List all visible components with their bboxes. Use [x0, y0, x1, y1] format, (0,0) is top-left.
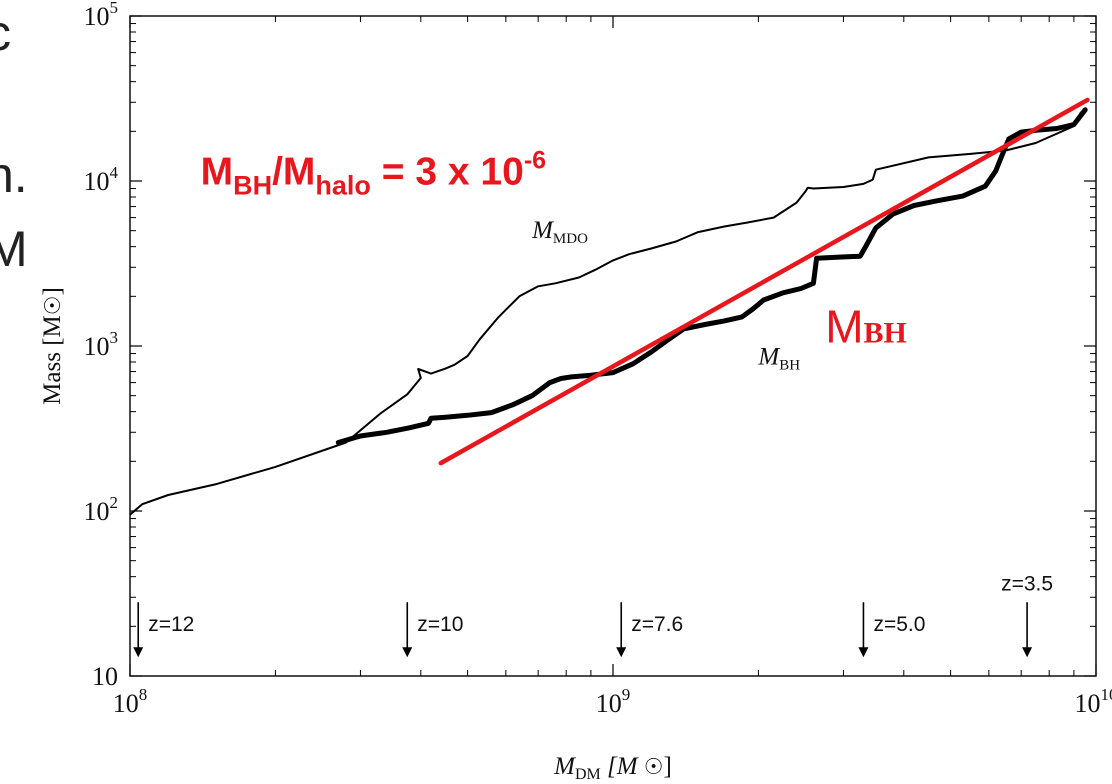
series-labels: MMDO MBH MBH: [531, 217, 907, 374]
y-axis-label-sun: ☉: [40, 296, 65, 316]
x-axis-label-main: M: [553, 753, 576, 780]
y-tick-label-4: 105: [84, 0, 119, 31]
x-axis-label-sub: DM: [575, 766, 601, 783]
ratio-annotation-sub-2: halo: [315, 171, 371, 201]
y-tick-label-1: 102: [84, 493, 119, 526]
x-tick-label-0: 108: [113, 685, 148, 718]
series-label-mdo: MMDO: [531, 217, 588, 247]
clipped-slide-text-1: c: [0, 4, 11, 62]
y-axis-label-close: ]: [39, 287, 66, 295]
down-arrow-icon: [133, 647, 144, 658]
y-tick-label-2: 103: [84, 328, 119, 361]
y-axis: 10 102 103 104 105: [84, 0, 1096, 691]
redshift-label-0: z=12: [148, 613, 194, 636]
down-arrow-icon: [616, 647, 627, 658]
down-arrow-icon: [1022, 647, 1033, 658]
down-arrow-icon: [402, 647, 413, 658]
y-axis-label: Mass [M☉]: [39, 287, 66, 405]
ratio-annotation-part-2: /M: [272, 151, 315, 194]
ratio-annotation: MBH/Mhalo = 3 x 10-6: [201, 147, 546, 201]
clipped-slide-text-3: M: [0, 221, 28, 277]
clipped-slide-text-2: n.: [0, 147, 28, 203]
ratio-annotation-part-3: = 3 x 10: [371, 151, 524, 194]
y-tick-label-3: 104: [84, 163, 119, 196]
ratio-annotation-part-1: M: [201, 151, 234, 194]
x-axis-label: MDM [M ☉]: [553, 753, 672, 783]
redshift-label-4: z=3.5: [1001, 572, 1053, 595]
redshift-marker-4: z=3.5: [1001, 572, 1053, 658]
y-tick-label-0: 10: [92, 662, 118, 691]
redshift-marker-1: z=10: [402, 602, 463, 658]
series-layer: [130, 107, 1088, 516]
redshift-label-3: z=5.0: [873, 613, 925, 636]
x-axis-label-unit-close: ]: [664, 753, 672, 780]
redshift-marker-0: z=12: [133, 602, 194, 658]
fit-layer: [438, 97, 1090, 466]
y-axis-label-main: Mass [M: [39, 315, 66, 405]
redshift-markers: z=12 z=10 z=7.6 z=5.0 z=3.5: [133, 572, 1053, 658]
down-arrow-icon: [858, 647, 869, 658]
series-line-mdo: [130, 111, 1082, 516]
ratio-annotation-sub-1: BH: [233, 171, 272, 201]
fit-line: [438, 97, 1090, 466]
x-tick-label-1: 109: [596, 685, 631, 718]
series-label-bh: MBH: [757, 344, 800, 374]
redshift-marker-2: z=7.6: [616, 602, 683, 658]
x-axis-label-unit: [M: [607, 753, 639, 780]
redshift-label-1: z=10: [417, 613, 463, 636]
redshift-marker-3: z=5.0: [858, 602, 925, 658]
plot-frame: [129, 15, 1097, 677]
x-axis-label-sun: ☉: [644, 754, 664, 779]
ratio-annotation-exponent: -6: [524, 147, 546, 175]
series-line-bh: [335, 107, 1088, 445]
redshift-label-2: z=7.6: [631, 613, 683, 636]
fit-line-label: MBH: [825, 301, 907, 353]
